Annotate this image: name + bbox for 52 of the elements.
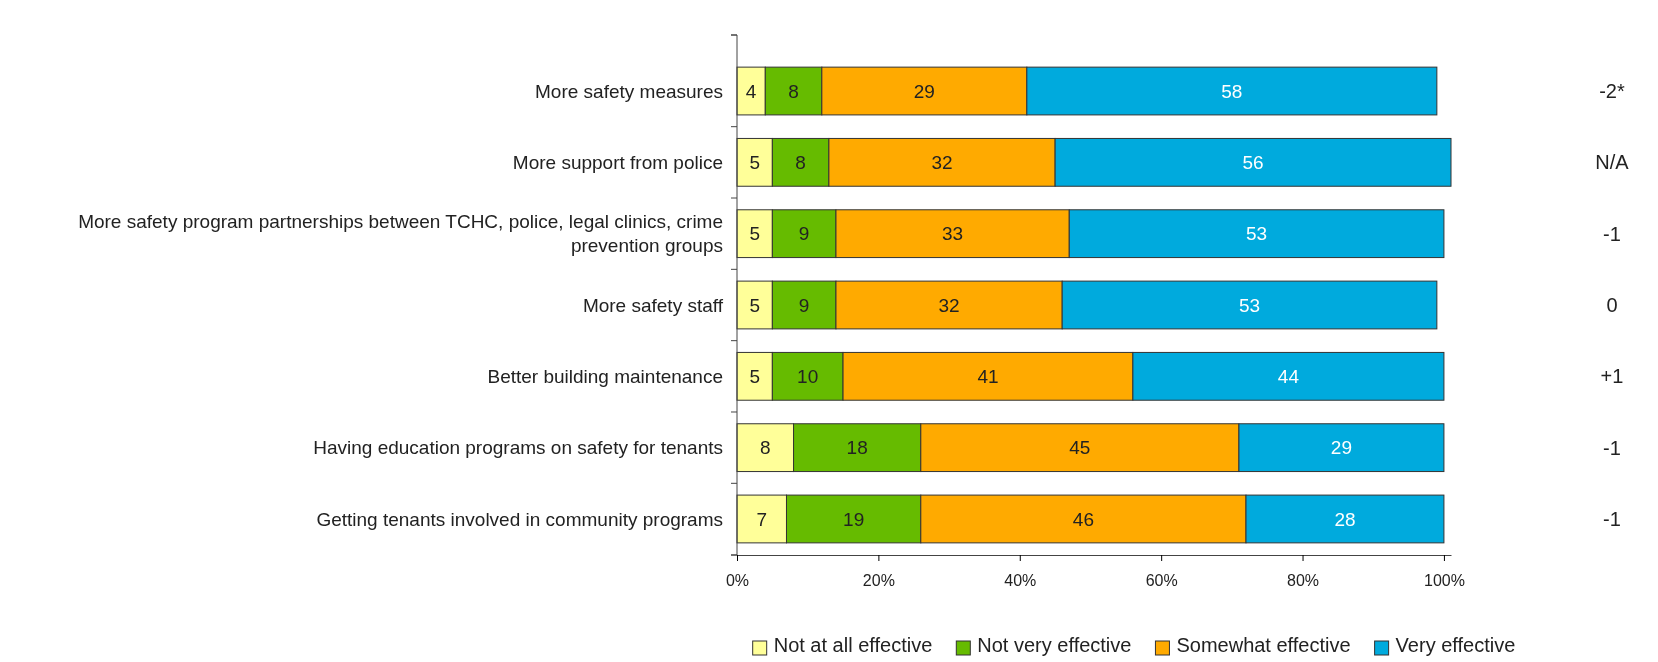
- data-label: 53: [1246, 223, 1268, 245]
- y-tick-label: More support from police: [512, 152, 723, 173]
- y-tick-label: More safety measures: [535, 80, 723, 102]
- y-tick-label: Having education programs on safety for tenants: [313, 437, 723, 459]
- legend-label: Not very effective: [977, 634, 1132, 656]
- data-label: 46: [1072, 508, 1094, 530]
- y-tick-label: Better building maintenance: [487, 365, 723, 387]
- data-label: 5: [749, 152, 760, 173]
- x-tick-label: 60%: [1145, 572, 1178, 590]
- data-label: 29: [1330, 437, 1352, 459]
- data-label: 29: [913, 80, 935, 102]
- x-tick-label: 80%: [1287, 572, 1320, 590]
- data-label: 8: [795, 152, 806, 173]
- data-label: 10: [797, 365, 819, 387]
- data-label: 5: [749, 223, 760, 245]
- data-label: 8: [788, 80, 799, 102]
- text: +1: [1600, 365, 1624, 388]
- data-label: 8: [759, 437, 771, 459]
- data-label: 44: [1277, 365, 1300, 387]
- text: -2*: [1599, 80, 1625, 103]
- data-label: 18: [846, 437, 868, 459]
- y-tick-label: Getting tenants involved in community programs: [316, 508, 723, 530]
- text: 0: [1606, 294, 1618, 316]
- data-label: 56: [1242, 152, 1264, 173]
- text: N/A: [1595, 151, 1630, 174]
- data-label: 4: [745, 80, 757, 102]
- x-tick-label: 40%: [1004, 572, 1037, 590]
- data-label: 58: [1221, 80, 1243, 102]
- text: -1: [1603, 507, 1621, 530]
- data-label: 5: [749, 294, 760, 316]
- data-label: 41: [977, 365, 999, 387]
- data-label: 9: [798, 223, 810, 245]
- data-label: 28: [1334, 508, 1356, 530]
- legend-label: Very effective: [1395, 634, 1516, 656]
- data-label: 9: [798, 294, 810, 316]
- data-label: 5: [749, 365, 760, 387]
- data-label: 45: [1069, 437, 1091, 459]
- data-label: 32: [938, 294, 960, 316]
- data-label: 33: [942, 223, 964, 245]
- data-label: 53: [1238, 294, 1261, 316]
- legend-label: Somewhat effective: [1176, 634, 1351, 656]
- y-tick-label: More safety staff: [582, 294, 724, 316]
- data-label: 7: [756, 508, 768, 530]
- text: -1: [1603, 222, 1621, 245]
- x-tick-label: 20%: [862, 572, 895, 590]
- x-tick-label: 0%: [725, 572, 750, 590]
- data-label: 32: [931, 152, 953, 173]
- legend-label: Not at all effective: [773, 634, 933, 656]
- y-tick-label: More safety program partnerships between TCHC, police, legal clinics, crime prevention groups: [78, 211, 723, 257]
- text: -1: [1603, 436, 1621, 459]
- x-tick-label: 100%: [1423, 572, 1465, 590]
- data-label: 19: [843, 508, 865, 530]
